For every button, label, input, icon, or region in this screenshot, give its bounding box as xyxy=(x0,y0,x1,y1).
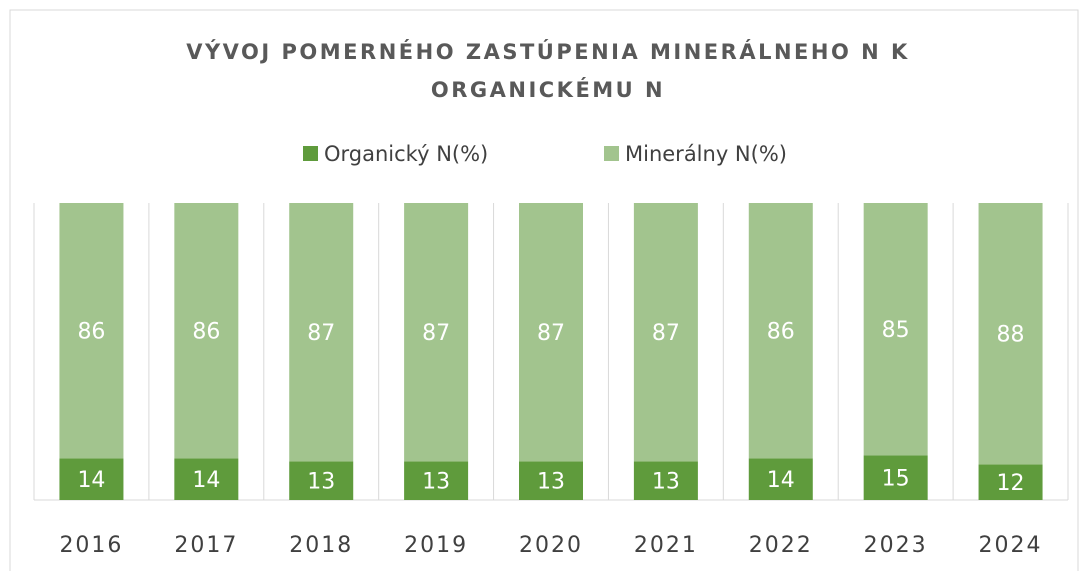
bar-segment xyxy=(748,458,813,500)
bar-segment xyxy=(748,203,813,459)
legend-label: Organický N(%) xyxy=(324,142,488,166)
legend-swatch xyxy=(303,146,318,161)
data-label: 87 xyxy=(652,321,680,346)
bar-segment xyxy=(519,203,583,462)
data-label: 15 xyxy=(882,467,910,492)
data-label: 14 xyxy=(767,468,795,493)
data-label: 14 xyxy=(192,468,220,493)
bar-segment xyxy=(59,458,124,500)
bar-segment xyxy=(174,458,239,500)
bar-segment xyxy=(404,461,469,500)
data-label: 85 xyxy=(882,318,910,343)
data-label: 14 xyxy=(77,468,105,493)
bar-segment xyxy=(863,455,928,500)
x-tick-label: 2016 xyxy=(59,533,123,558)
chart-title: ORGANICKÉMU N xyxy=(431,77,665,102)
x-tick-label: 2019 xyxy=(404,533,468,558)
data-label: 13 xyxy=(652,470,680,495)
x-tick-label: 2022 xyxy=(749,533,813,558)
x-tick-label: 2018 xyxy=(289,533,353,558)
data-label: 13 xyxy=(307,470,335,495)
bar-segment xyxy=(633,461,698,500)
data-label: 87 xyxy=(307,321,335,346)
data-label: 87 xyxy=(537,321,565,346)
data-label: 86 xyxy=(77,320,105,345)
bar-segment xyxy=(978,464,1043,500)
bar-segment xyxy=(289,461,354,500)
x-tick-label: 2020 xyxy=(519,533,583,558)
bar-segment xyxy=(289,203,354,462)
bar-segment xyxy=(174,203,239,459)
data-label: 86 xyxy=(192,320,220,345)
data-label: 13 xyxy=(422,470,450,495)
x-tick-label: 2023 xyxy=(864,533,928,558)
bar-segment xyxy=(633,203,698,462)
data-label: 88 xyxy=(997,323,1025,348)
legend-swatch xyxy=(604,146,619,161)
data-label: 12 xyxy=(997,471,1025,496)
bar-segment xyxy=(404,203,469,462)
chart-title: VÝVOJ POMERNÉHO ZASTÚPENIA MINERÁLNEHO N… xyxy=(186,39,910,64)
x-tick-label: 2024 xyxy=(979,533,1043,558)
data-label: 13 xyxy=(537,470,565,495)
bar-segment xyxy=(978,203,1043,465)
bar-segment xyxy=(519,461,583,500)
bar-segment xyxy=(59,203,124,459)
data-label: 86 xyxy=(767,320,795,345)
data-label: 87 xyxy=(422,321,450,346)
legend-label: Minerálny N(%) xyxy=(625,142,787,166)
x-tick-label: 2017 xyxy=(174,533,238,558)
bar-segment xyxy=(863,203,928,456)
x-tick-label: 2021 xyxy=(634,533,698,558)
